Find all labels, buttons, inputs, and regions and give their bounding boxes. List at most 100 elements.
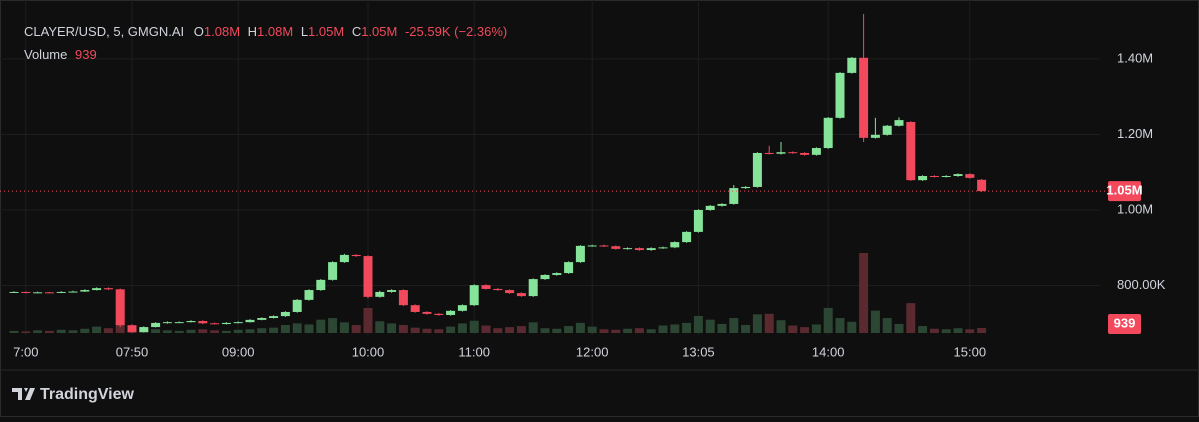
candle-body (174, 322, 184, 324)
x-tick-label: 09:00 (222, 344, 255, 359)
candle-body (151, 322, 161, 328)
volume-bar (410, 327, 420, 333)
volume-bar (623, 328, 633, 333)
volume-bar (918, 326, 928, 333)
x-tick-label: 10:00 (352, 344, 385, 359)
volume-bar (811, 324, 821, 333)
candle-body (245, 319, 255, 323)
candle-body (493, 288, 503, 291)
candle-body (410, 305, 420, 312)
volume-bar (693, 315, 703, 333)
candle-body (646, 248, 656, 251)
candle-body (257, 318, 267, 320)
x-tick-label: 07:50 (116, 344, 149, 359)
volume-bar (245, 329, 255, 333)
volume-bar (162, 330, 172, 333)
candle-body (788, 152, 798, 154)
ohlc-key: C (352, 24, 361, 39)
volume-bar (776, 320, 786, 333)
ohlc-value: 1.08M (204, 24, 240, 39)
candle-body (505, 290, 515, 294)
volume-bar (304, 324, 314, 333)
volume-bar (44, 330, 54, 333)
candle-body (127, 325, 137, 332)
volume-bar (634, 328, 644, 333)
candle-body (835, 72, 845, 118)
volume-bar (33, 330, 43, 333)
candle-body (92, 288, 102, 291)
volume-bar (516, 326, 526, 333)
candle-body (80, 290, 90, 292)
candle-body (9, 291, 19, 293)
candle-body (965, 174, 975, 178)
candle-body (882, 125, 892, 135)
candle-body (599, 245, 609, 247)
volume-bar (115, 322, 125, 333)
volume-bar (80, 328, 90, 333)
candle-body (210, 323, 220, 325)
candle-body (729, 188, 739, 204)
volume-bar (233, 329, 243, 333)
candle-body (634, 248, 644, 251)
volume-bar (717, 323, 727, 333)
y-tick-label: 1.00M (1117, 201, 1153, 216)
candle-body (56, 291, 66, 293)
volume-bar (705, 319, 715, 333)
volume-bar (422, 328, 432, 333)
candle-body (269, 316, 279, 319)
candle-body (800, 152, 810, 155)
candle-body (528, 279, 538, 297)
candle-body (894, 120, 904, 126)
volume-bar (894, 323, 904, 333)
candle-body (611, 246, 621, 249)
volume-bar (965, 329, 975, 333)
volume-bar (398, 325, 408, 333)
candle-body (977, 179, 987, 192)
volume-bar (457, 323, 467, 333)
symbol-title: CLAYER/USD, 5, GMGN.AI (24, 24, 184, 39)
volume-bar (363, 307, 373, 333)
candle-body (162, 322, 172, 324)
candle-body (398, 290, 408, 306)
change: -25.59K (−2.36%) (405, 24, 507, 39)
ohlc-key: H (248, 24, 257, 39)
volume-bar (56, 329, 66, 333)
volume-bar (103, 328, 113, 333)
candle-body (457, 305, 467, 311)
volume-legend: Volume 939 (24, 47, 97, 62)
ohlc-key: L (301, 24, 308, 39)
candle-body (918, 175, 928, 181)
volume-bar (257, 328, 267, 333)
last-price-label: 1.05M (1106, 183, 1142, 198)
candle-body (870, 134, 880, 138)
volume-bar (221, 330, 231, 333)
volume-bar (882, 318, 892, 333)
volume-bar (151, 329, 161, 333)
candle-body (221, 322, 231, 325)
volume-bar (859, 253, 869, 333)
candle-body (115, 289, 125, 326)
volume-bar (210, 330, 220, 333)
candle-body (280, 311, 290, 317)
volume-bar (292, 323, 302, 333)
candle-body (941, 175, 951, 177)
candle-body (623, 248, 633, 250)
volume-bar (977, 327, 987, 333)
volume-bar (941, 329, 951, 333)
volume-bar (646, 329, 656, 333)
volume-bar (528, 322, 538, 333)
volume-bar (198, 329, 208, 333)
candle-body (21, 291, 31, 293)
volume-bar (575, 322, 585, 333)
candle-body (682, 231, 692, 243)
ohlc-value: 1.08M (257, 24, 293, 39)
candle-body (752, 152, 762, 187)
volume-bar (788, 325, 798, 333)
candle-body (552, 273, 562, 275)
candle-body (328, 262, 338, 280)
volume-bar (481, 325, 491, 333)
volume-bar (92, 326, 102, 333)
